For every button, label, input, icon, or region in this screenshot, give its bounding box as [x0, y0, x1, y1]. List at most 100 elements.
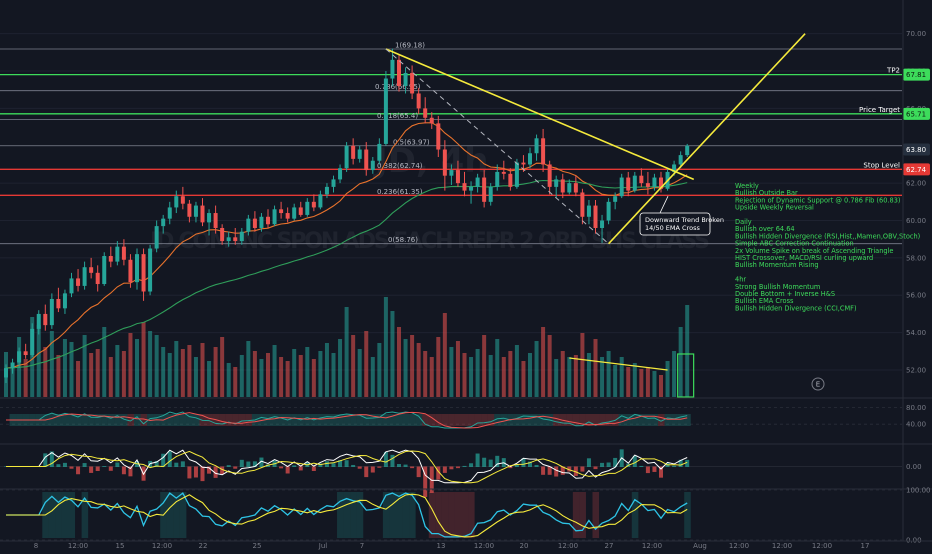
fib-label: 0.5(63.97) [393, 138, 430, 146]
indicator-band [107, 414, 115, 426]
indicator-band [441, 414, 449, 426]
candle-body [108, 256, 113, 262]
indicator-band [638, 414, 645, 426]
indicator-band [540, 414, 547, 426]
indicator-band [61, 414, 69, 426]
macd-histogram-bar [606, 462, 611, 467]
candle-body [4, 368, 8, 378]
macd-histogram-bar [115, 462, 120, 467]
candle-body [115, 246, 120, 262]
candle-body [606, 201, 611, 221]
indicator-band [454, 414, 462, 426]
candle-body [128, 259, 133, 283]
candle-body [600, 220, 605, 228]
analysis-note: Simple ABC Correction Continuation [735, 240, 854, 248]
indicator-band [474, 414, 482, 426]
price-axis-badge-text: 62.74 [906, 166, 927, 174]
candle-body [383, 78, 388, 144]
indicator-band [94, 414, 102, 426]
indicator-band [343, 414, 351, 426]
analysis-note: HIST Crossover, MACD/RSI curling upward [735, 254, 873, 262]
candle-body [10, 362, 15, 369]
analysis-note: Double Bottom + Inverse H&S [735, 290, 835, 298]
stoch-d-line [6, 493, 688, 538]
macd-histogram-bar [613, 457, 618, 467]
price-axis-badge [903, 68, 930, 81]
macd-histogram-bar [528, 461, 532, 467]
analysis-note: Bullish Hidden Divergence (CCI,CMF) [735, 304, 857, 312]
macd-histogram-bar [534, 464, 539, 467]
y-tick-label: 58.00 [906, 254, 926, 262]
macd-histogram-bar [108, 466, 113, 471]
volume-bar [298, 355, 303, 397]
volume-bar [580, 333, 585, 397]
macd-histogram-bar [174, 462, 179, 467]
stoch-zone [572, 492, 580, 538]
x-tick-label: 12:00 [68, 542, 88, 550]
indicator-band [684, 414, 691, 426]
macd-histogram-bar [455, 466, 460, 469]
indicator-band [101, 414, 108, 426]
candle-body [324, 186, 329, 195]
stoch-zone [428, 492, 436, 538]
indicator-band [219, 414, 226, 426]
volume-bar [49, 331, 54, 397]
candle-body [121, 246, 126, 260]
candle-body [397, 59, 401, 86]
stoch-zone [468, 492, 475, 538]
candle-body [567, 183, 572, 193]
macd-histogram-bar [311, 466, 316, 472]
indicator-band [428, 414, 436, 426]
volume-bar [128, 333, 133, 397]
fib-label: 0(58.76) [388, 236, 418, 244]
volume-bar [180, 349, 185, 397]
candle-body [645, 183, 650, 187]
volume-bar [252, 351, 257, 397]
indicator-band [618, 414, 626, 426]
volume-bar [318, 351, 323, 397]
volume-bar [626, 367, 631, 397]
candle-body [586, 205, 591, 217]
volume-bar [305, 347, 310, 397]
candle-body [344, 145, 349, 169]
candle-body [442, 149, 447, 176]
candle-body [514, 162, 519, 187]
macd-histogram-bar [344, 460, 349, 467]
analysis-note: Weekly [735, 182, 759, 190]
candle-body [69, 278, 74, 294]
x-tick-label: 22 [199, 542, 208, 550]
candle-body [508, 173, 513, 187]
candle-body [36, 313, 41, 329]
volume-bar [62, 339, 67, 397]
price-level-label: TP2 [886, 67, 900, 75]
x-tick-label: 7 [360, 542, 364, 550]
stoch-zone [166, 492, 174, 538]
volume-bar [639, 369, 644, 397]
candle-body [573, 183, 578, 193]
macd-histogram-bar [259, 457, 264, 467]
price-axis-badge [903, 143, 930, 156]
indicator-band [179, 414, 187, 426]
macd-histogram-bar [678, 459, 683, 467]
volume-bar [76, 361, 81, 397]
macd-histogram-bar [639, 465, 644, 467]
price-axis-badge-text: 65.71 [906, 110, 926, 118]
volume-bar [613, 365, 618, 397]
volume-bar [351, 335, 356, 397]
candle-body [331, 179, 336, 187]
indicator-band [481, 414, 488, 426]
macd-histogram-bar [167, 451, 172, 467]
volume-bar [573, 355, 578, 397]
volume-bar [567, 357, 572, 397]
macd-histogram-bar [403, 464, 408, 467]
macd-histogram-bar [266, 464, 270, 467]
indicator-band [75, 414, 82, 426]
candle-body [462, 183, 467, 191]
volume-bar [514, 345, 519, 397]
volume-bar [436, 337, 441, 397]
indicator-band [605, 414, 613, 426]
macd-histogram-bar [121, 466, 126, 475]
volume-bar [239, 355, 244, 397]
candle-body [30, 328, 35, 356]
